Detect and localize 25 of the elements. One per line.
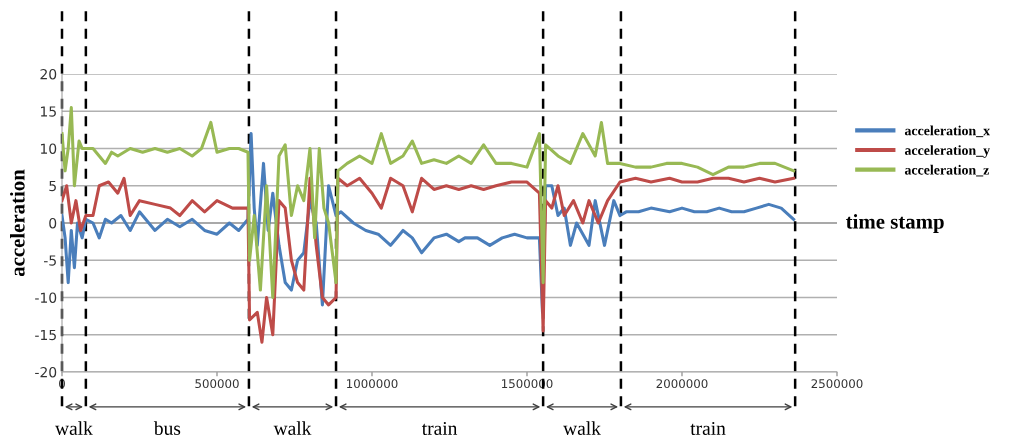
- x-tick-label: 500000: [195, 379, 239, 389]
- x-tick-label: 2500000: [811, 379, 863, 389]
- y-tick-label: 15: [40, 106, 56, 117]
- legend-label: acceleration_y: [904, 145, 990, 158]
- text: walk: [55, 421, 93, 435]
- y-tick-label: -15: [35, 329, 56, 341]
- x-axis-title: time stamp: [845, 214, 944, 233]
- y-tick-label: 10: [40, 143, 57, 154]
- y-tick-label: 0: [49, 217, 57, 229]
- y-axis-title: acceleration: [10, 169, 25, 277]
- text: bus: [153, 421, 181, 435]
- y-tick-label: -10: [35, 292, 57, 303]
- x-tick-label: 2000000: [656, 379, 708, 389]
- text: walk: [563, 421, 601, 435]
- line-series: [62, 106, 796, 300]
- x-tick-label: 1000000: [347, 379, 398, 389]
- text: train: [690, 421, 726, 435]
- text: train: [421, 421, 458, 435]
- text: walk: [273, 421, 312, 435]
- legend-label: acceleration_x: [904, 125, 991, 138]
- y-tick-label: 20: [40, 68, 57, 80]
- y-tick-label: -5: [43, 255, 56, 266]
- y-tick-label: -20: [35, 366, 57, 378]
- y-tick-label: 5: [49, 180, 56, 192]
- legend-label: acceleration_z: [904, 164, 989, 177]
